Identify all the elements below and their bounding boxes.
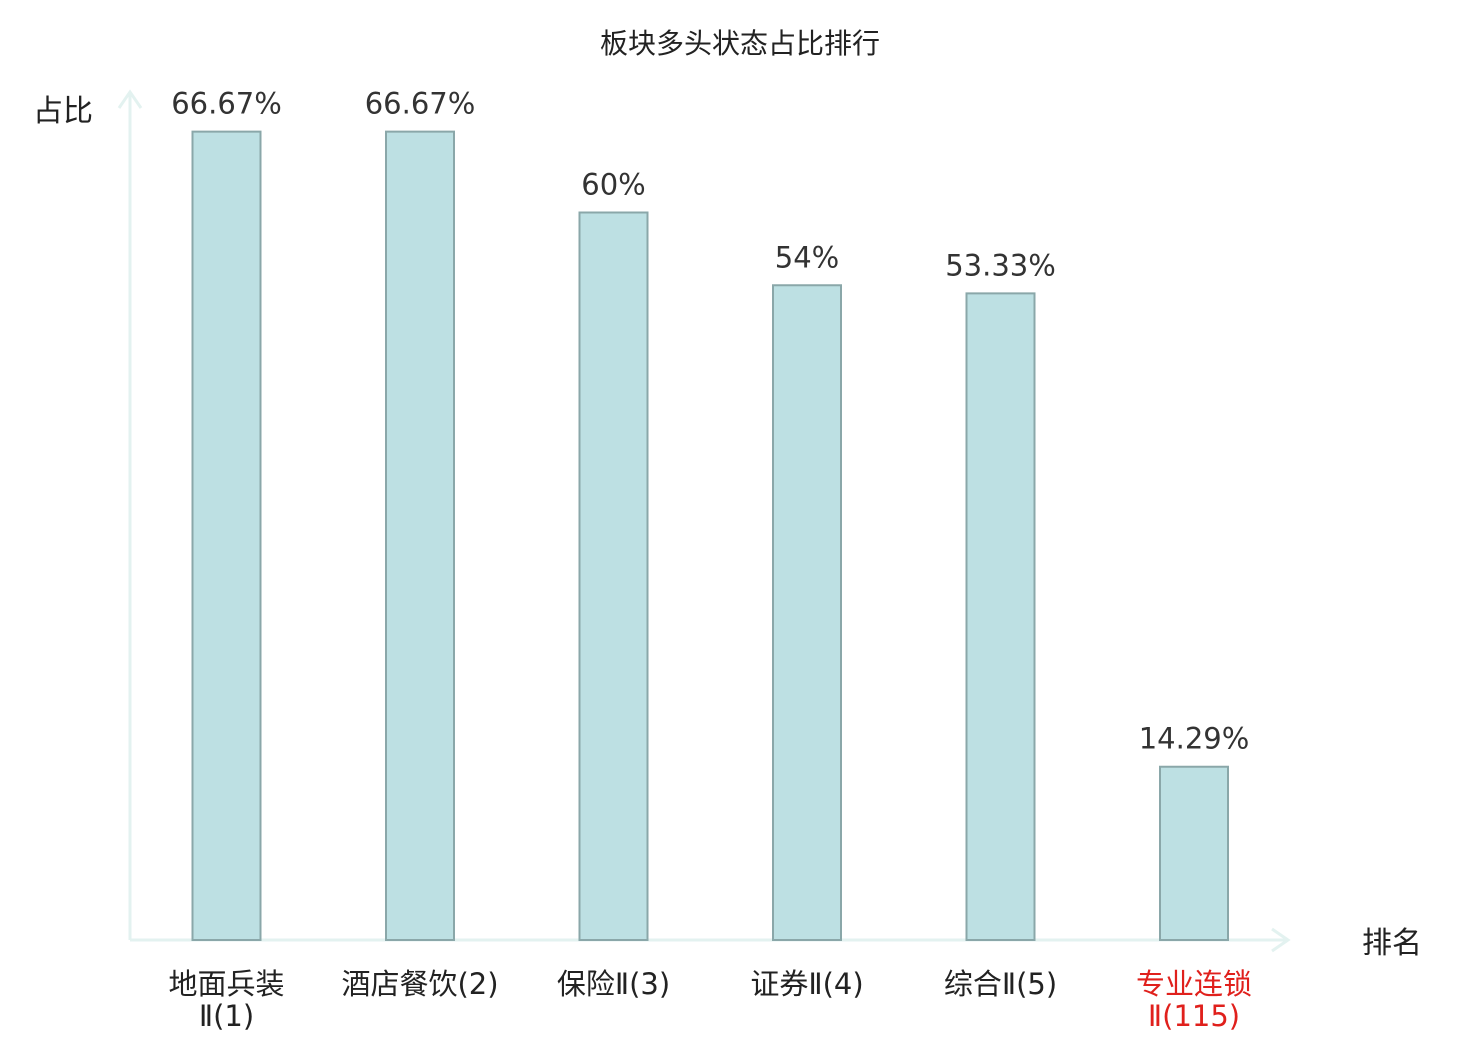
category-label: Ⅱ(1) (199, 999, 254, 1033)
category-label: Ⅱ(115) (1148, 999, 1240, 1033)
category-label: 地面兵装 (168, 967, 284, 1001)
bar-series (191, 130, 1229, 942)
bar-value-label: 54% (775, 240, 839, 274)
bar-value-label: 66.67% (365, 87, 476, 121)
chart-title: 板块多头状态占比排行 (600, 27, 880, 60)
value-labels: 66.67% 66.67% 60% 54% 53.33% 14.29% (171, 87, 1249, 756)
y-axis-title: 占比 (33, 94, 93, 129)
bar (1159, 765, 1229, 942)
x-axis-title: 排名 (1362, 926, 1422, 961)
bar-value-label: 66.67% (171, 87, 282, 121)
bar (965, 292, 1036, 941)
category-label: 酒店餐饮(2) (341, 967, 498, 1001)
x-axis-arrow-icon (1271, 927, 1291, 953)
bar-value-label: 53.33% (945, 248, 1056, 282)
category-label: 保险Ⅱ(3) (557, 967, 670, 1001)
bar (385, 130, 455, 942)
y-axis (117, 89, 143, 940)
bar (578, 211, 649, 941)
bar-value-label: 14.29% (1139, 722, 1250, 756)
bar-value-label: 60% (581, 168, 645, 202)
y-axis-arrow-icon (117, 89, 143, 109)
category-label: 综合Ⅱ(5) (944, 967, 1057, 1001)
x-axis (130, 927, 1291, 953)
category-label: 专业连锁 (1136, 967, 1252, 1001)
bar (191, 130, 262, 942)
category-label: 证券Ⅱ(4) (750, 967, 863, 1001)
bar (772, 284, 842, 941)
